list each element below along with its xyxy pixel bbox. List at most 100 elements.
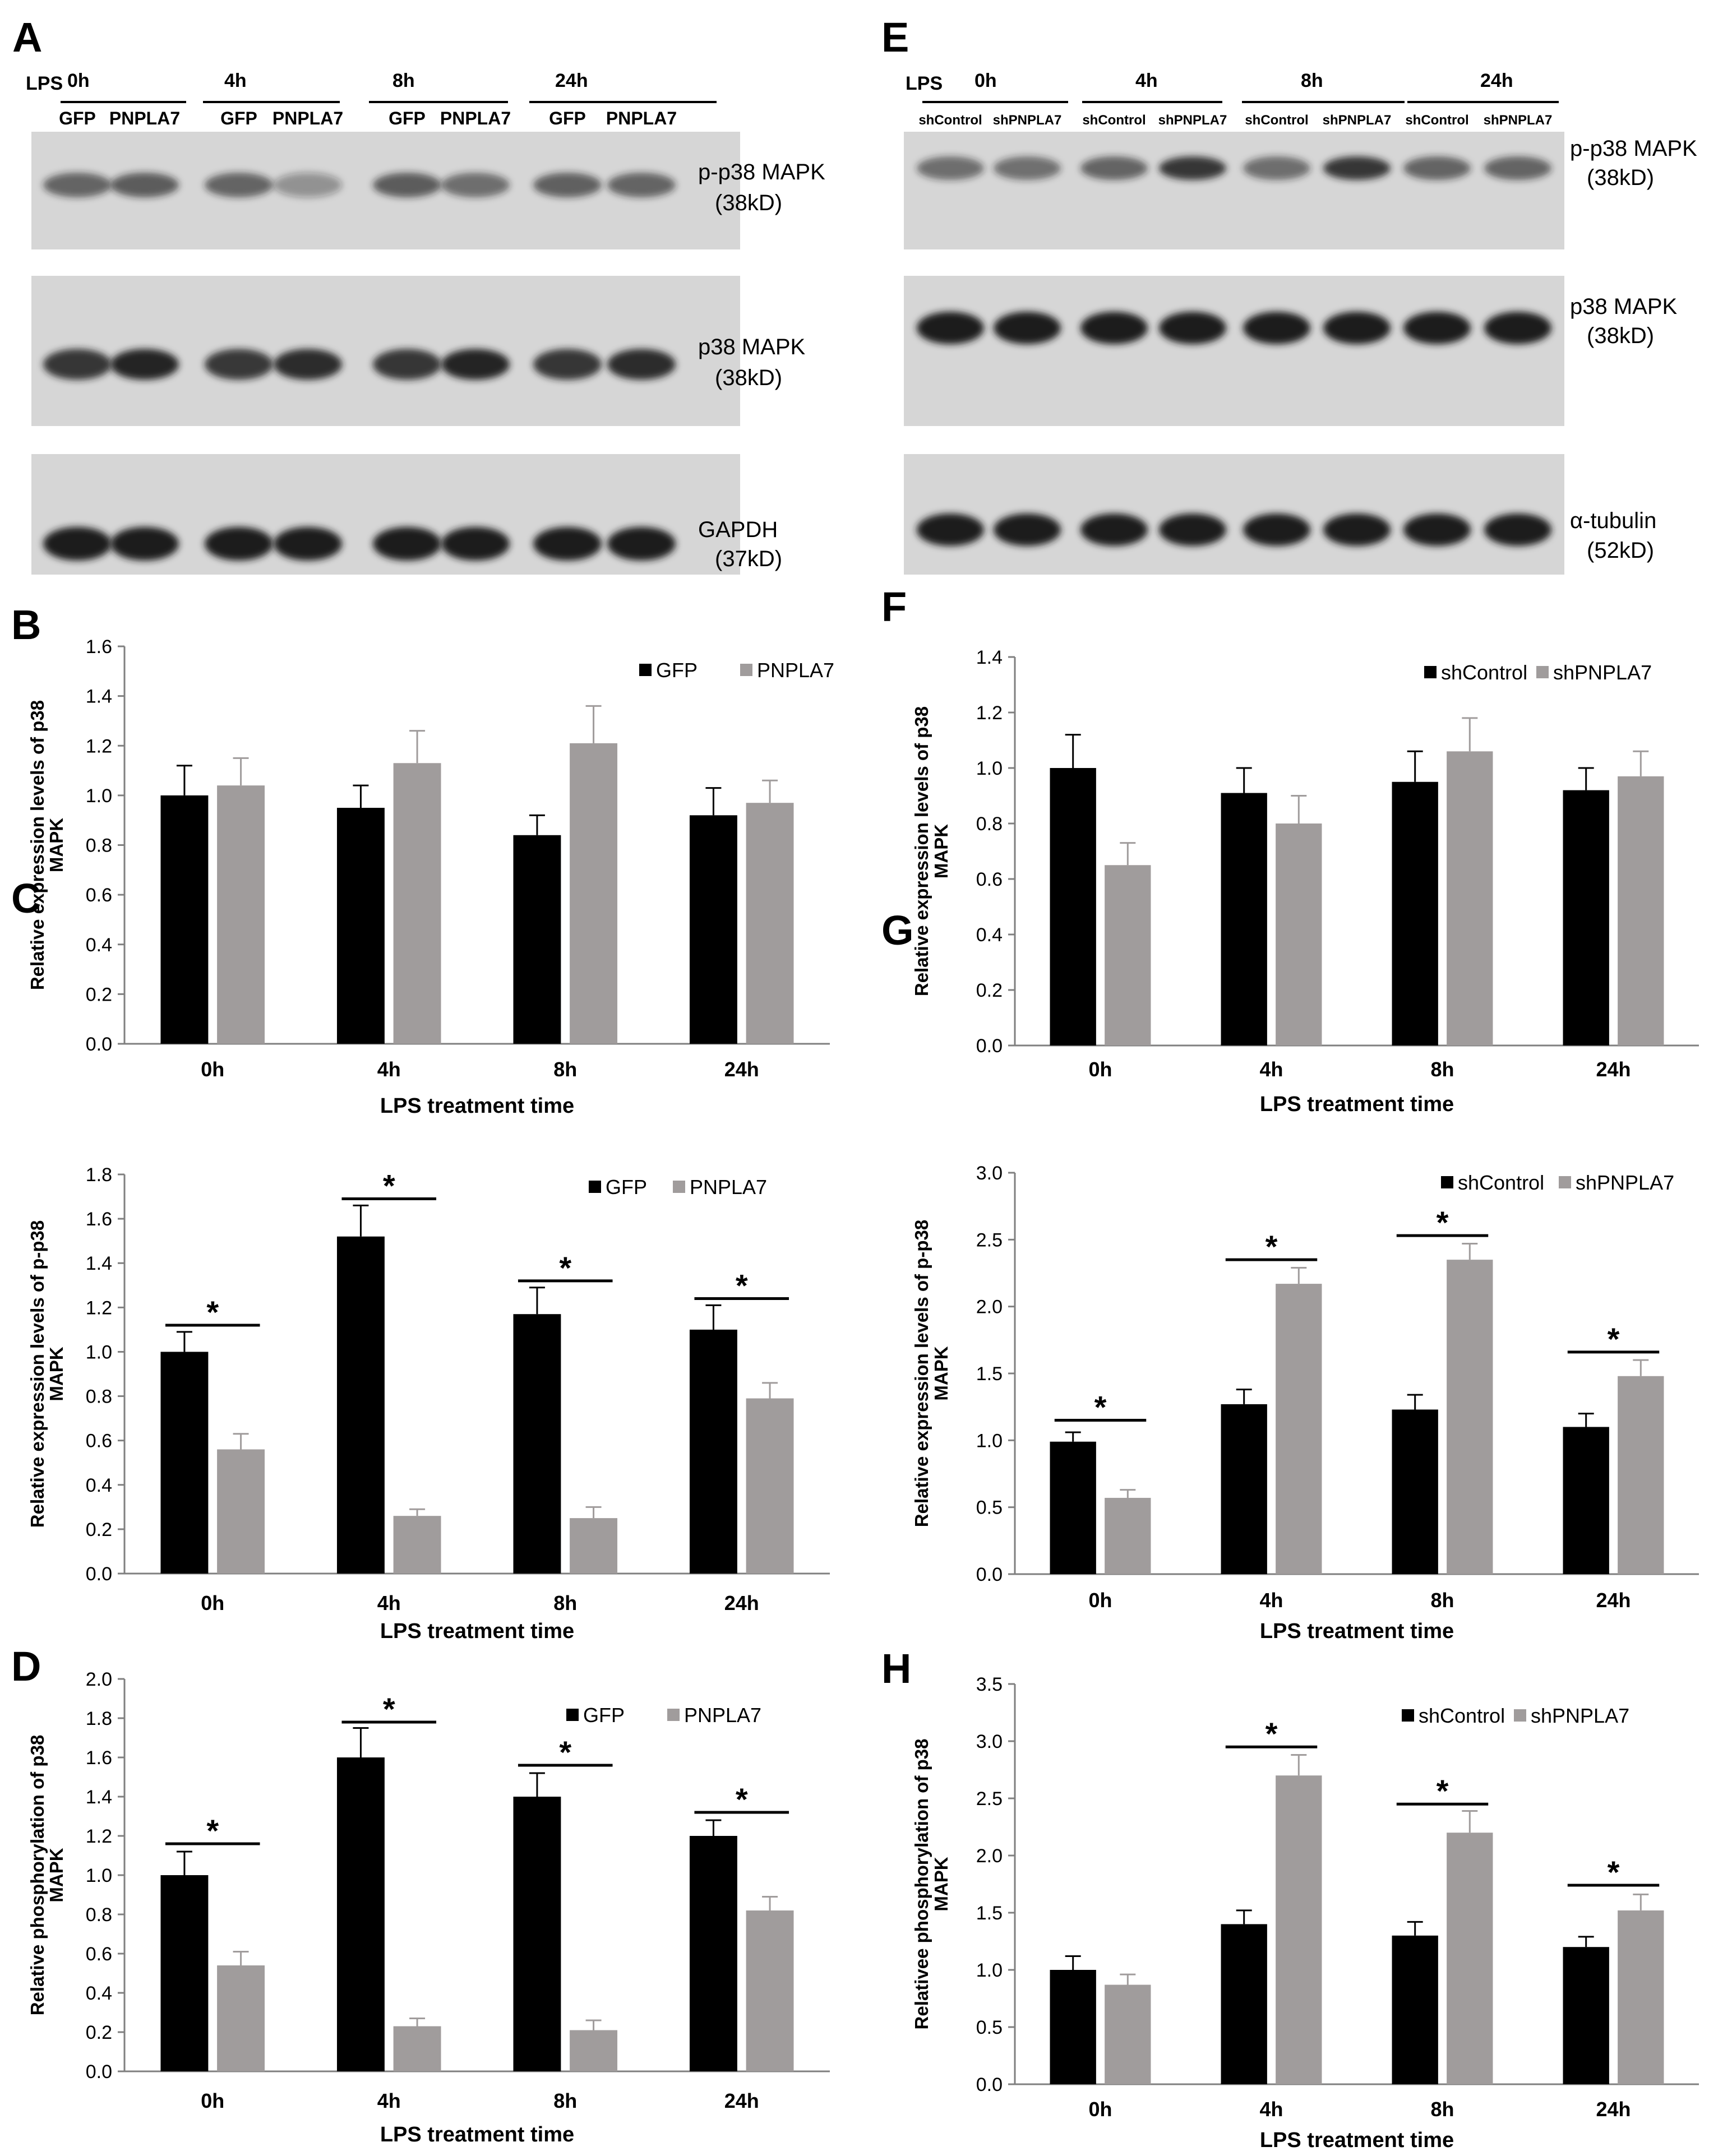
- y-axis-label: Relative expression levels of p38: [911, 706, 932, 996]
- y-axis-label-line2: MAPK: [931, 824, 952, 878]
- protein-label: p-p38 MAPK: [698, 160, 825, 184]
- blot-band: [1403, 312, 1471, 344]
- bar-shpnpla7: [1447, 751, 1493, 1045]
- blot-panel-e: E LPS 0h 4h 8h 24h shControl shPNPLA7 shControl s…: [881, 14, 1697, 575]
- bar-gfp: [160, 1875, 209, 2071]
- blot-band: [917, 156, 984, 180]
- blot-band: [441, 349, 510, 380]
- x-tick-label: 0h: [201, 2089, 224, 2112]
- bar-shpnpla7: [1276, 823, 1322, 1045]
- y-axis-label: Relativee phosphorylation of p38: [911, 1739, 932, 2030]
- time-group-label: 0h: [67, 70, 90, 91]
- blot-band: [533, 527, 602, 561]
- legend-entry: shPNPLA7: [1531, 1704, 1629, 1727]
- y-tick-label: 0.8: [86, 835, 112, 857]
- time-group-label: 24h: [555, 70, 588, 91]
- y-tick-label: 0.4: [86, 1475, 112, 1496]
- blot-band: [205, 349, 273, 380]
- y-tick-label: 2.5: [976, 1788, 1003, 1810]
- legend-swatch: [740, 664, 752, 676]
- y-tick-label: 2.0: [86, 1669, 112, 1690]
- legend-swatch: [667, 1709, 680, 1721]
- bar-pnpla7: [393, 2026, 441, 2071]
- blot-band: [441, 173, 510, 197]
- legend-swatch: [639, 664, 652, 676]
- blot-row: GAPDH (37kD): [31, 454, 782, 575]
- bar-shpnpla7: [1276, 1775, 1322, 2084]
- x-tick-label: 0h: [1088, 2098, 1112, 2121]
- blot-band: [1323, 513, 1391, 546]
- x-tick-label: 4h: [1259, 2098, 1283, 2121]
- legend-entry: GFP: [583, 1704, 625, 1727]
- bar-shcontrol: [1221, 793, 1267, 1045]
- bar-shcontrol: [1050, 1441, 1096, 1574]
- significance-marker: *: [1608, 1854, 1620, 1890]
- legend-entry: shControl: [1441, 661, 1527, 684]
- protein-label: α-tubulin: [1570, 508, 1656, 533]
- blot-row: p38 MAPK (38kD): [31, 276, 806, 426]
- bar-chart-c: C 0.0 0.2 0.4 0.6 0.8 1.0 1.2 1.4 1.6 1.8 Relative …: [11, 875, 830, 1643]
- bar-pnpla7: [217, 1965, 265, 2071]
- legend-swatch: [566, 1709, 579, 1721]
- legend-swatch: [1559, 1176, 1571, 1188]
- bar-shpnpla7: [1618, 1376, 1664, 1574]
- protein-label: p38 MAPK: [1570, 294, 1678, 319]
- blot-band: [1484, 513, 1551, 546]
- y-tick-label: 0.0: [86, 1563, 112, 1585]
- bar-gfp: [336, 1236, 385, 1574]
- y-tick-label: 0.0: [976, 2074, 1003, 2095]
- bar-pnpla7: [393, 763, 441, 1044]
- significance-marker: *: [559, 1734, 571, 1770]
- blot-band: [1243, 513, 1310, 546]
- bar-shcontrol: [1563, 1427, 1609, 1574]
- panel-letter: C: [11, 875, 41, 922]
- y-axis-label-line2: MAPK: [46, 1347, 67, 1401]
- y-tick-label: 1.4: [86, 1253, 112, 1274]
- x-tick-label: 0h: [1088, 1058, 1112, 1081]
- bar-gfp: [336, 808, 385, 1044]
- blot-band: [373, 349, 441, 380]
- x-tick-label: 8h: [1430, 1058, 1454, 1081]
- lane-label: shPNPLA7: [1484, 113, 1553, 128]
- x-tick-label: 4h: [1259, 1058, 1283, 1081]
- y-tick-label: 0.5: [976, 2017, 1003, 2038]
- blot-band: [274, 527, 342, 561]
- bar-pnpla7: [570, 1518, 618, 1574]
- y-tick-label: 1.8: [86, 1708, 112, 1729]
- blot-row: p-p38 MAPK (38kD): [904, 132, 1697, 249]
- blot-band: [1484, 156, 1551, 180]
- x-tick-label: 8h: [553, 2089, 577, 2112]
- bar-shpnpla7: [1105, 1497, 1151, 1574]
- time-group-label: 4h: [1135, 70, 1158, 91]
- blot-band: [1243, 312, 1310, 344]
- x-tick-label: 24h: [724, 1058, 759, 1081]
- y-tick-label: 0.0: [976, 1564, 1003, 1585]
- y-tick-label: 0.2: [976, 980, 1003, 1001]
- bar-shcontrol: [1221, 1404, 1267, 1574]
- lane-label: shControl: [1245, 113, 1308, 128]
- x-tick-label: 0h: [201, 1591, 224, 1614]
- y-tick-label: 1.6: [86, 636, 112, 658]
- lane-label: shControl: [1405, 113, 1468, 128]
- legend-entry: shPNPLA7: [1553, 661, 1652, 684]
- protein-size: (38kD): [715, 191, 782, 215]
- legend-swatch: [1514, 1709, 1526, 1722]
- significance-marker: *: [206, 1813, 219, 1848]
- lane-label: shPNPLA7: [1158, 113, 1227, 128]
- significance-marker: *: [383, 1691, 395, 1727]
- y-tick-label: 1.6: [86, 1209, 112, 1230]
- bar-shcontrol: [1392, 1409, 1438, 1574]
- legend-swatch: [1424, 666, 1437, 678]
- time-group-label: 24h: [1480, 70, 1513, 91]
- blot-band: [43, 349, 112, 380]
- significance-marker: *: [559, 1250, 571, 1285]
- blot-band: [205, 173, 273, 197]
- lane-label: PNPLA7: [272, 108, 343, 128]
- legend-entry: shControl: [1458, 1171, 1544, 1194]
- blot-band: [110, 527, 179, 561]
- blot-band: [994, 312, 1061, 344]
- legend-entry: PNPLA7: [690, 1176, 767, 1199]
- protein-label: p38 MAPK: [698, 335, 806, 359]
- blot-band: [533, 349, 602, 380]
- bar-shcontrol: [1050, 768, 1096, 1045]
